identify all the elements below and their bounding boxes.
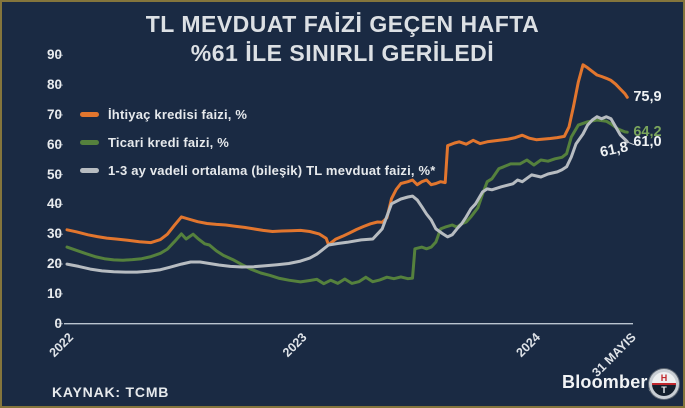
y-axis-label: 40 bbox=[46, 196, 62, 212]
ht-logo-letter-t: T bbox=[661, 385, 667, 395]
ht-logo-icon: H T bbox=[649, 369, 679, 399]
legend-label: Ticari kredi faizi, % bbox=[108, 134, 230, 150]
ht-logo-letter-h: H bbox=[660, 373, 668, 383]
legend: İhtiyaç kredisi faizi, % Ticari kredi fa… bbox=[80, 100, 436, 184]
x-axis-label: 2022 bbox=[47, 330, 77, 360]
y-axis-label: 30 bbox=[46, 226, 62, 242]
series-line-2 bbox=[65, 115, 629, 274]
y-axis-label: 0 bbox=[54, 315, 62, 331]
value-label-ihtiyac: 75,9 bbox=[633, 89, 662, 106]
chart-title-line1: TL MEVDUAT FAİZİ GEÇEN HAFTA bbox=[145, 11, 540, 37]
chart-title-line2: %61 İLE SINIRLI GERİLEDİ bbox=[190, 40, 495, 66]
y-axis-label: 50 bbox=[46, 166, 62, 182]
value-label-mevduat-last: 61,0 bbox=[633, 133, 662, 150]
chart-title: TL MEVDUAT FAİZİ GEÇEN HAFTA %61 İLE SIN… bbox=[2, 10, 683, 68]
y-axis-label: 90 bbox=[46, 47, 62, 63]
y-axis-label: 60 bbox=[46, 136, 62, 152]
bloomberg-wordmark: Bloomberg bbox=[562, 372, 659, 392]
legend-label: 1-3 ay vadeli ortalama (bileşik) TL mevd… bbox=[108, 162, 436, 178]
series-line-1 bbox=[65, 118, 629, 286]
legend-item-mevduat: 1-3 ay vadeli ortalama (bileşik) TL mevd… bbox=[80, 156, 436, 184]
x-axis-label: 2024 bbox=[513, 330, 543, 360]
legend-swatch-gray bbox=[80, 167, 99, 173]
x-axis-label: 2023 bbox=[280, 330, 310, 360]
legend-swatch-orange bbox=[80, 111, 99, 117]
ht-logo-divider bbox=[652, 383, 676, 385]
y-axis-label: 10 bbox=[46, 285, 62, 301]
legend-item-ihtiyac: İhtiyaç kredisi faizi, % bbox=[80, 100, 436, 128]
legend-label: İhtiyaç kredisi faizi, % bbox=[108, 106, 248, 122]
source-note: KAYNAK: TCMB bbox=[52, 384, 170, 400]
legend-swatch-green bbox=[80, 139, 99, 145]
legend-item-ticari: Ticari kredi faizi, % bbox=[80, 128, 436, 156]
y-axis-label: 20 bbox=[46, 256, 62, 272]
y-axis-label: 70 bbox=[46, 106, 62, 122]
series-line-0 bbox=[65, 63, 629, 247]
ht-logo-inner: H T bbox=[652, 372, 676, 396]
value-label-ticari: 64,2 bbox=[633, 124, 662, 141]
y-axis-label: 80 bbox=[46, 77, 62, 93]
